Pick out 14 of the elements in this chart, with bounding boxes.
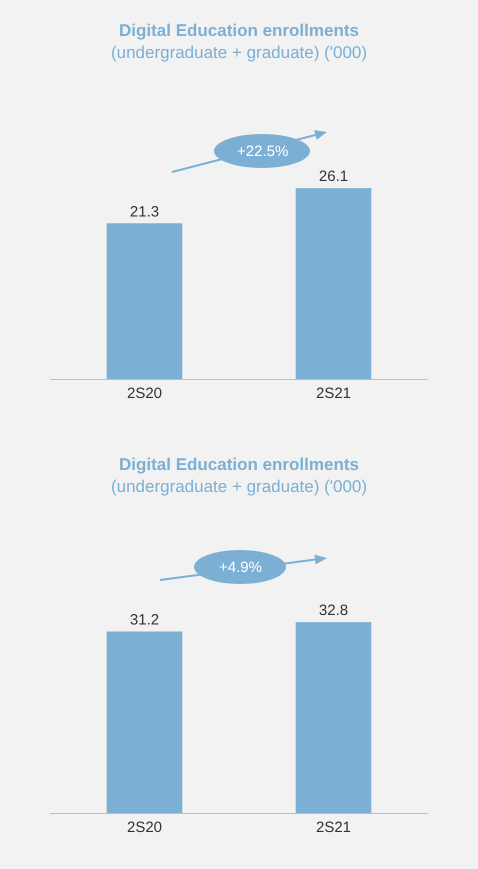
text: +22.5% (237, 143, 288, 160)
x-tick-label: 2S20 (126, 819, 162, 836)
chart-subtitle: (undergraduate + graduate) ('000) (110, 477, 368, 496)
x-tick-label: 2S21 (316, 385, 352, 402)
chart-title: Digital Education enrollments (119, 455, 359, 474)
x-tick-label: 2S20 (126, 385, 162, 402)
text: +4.9% (219, 559, 262, 576)
x-tick-label: 2S21 (316, 819, 352, 836)
data-label: 31.2 (130, 611, 160, 628)
data-label: 26.1 (318, 168, 348, 186)
data-label: 21.3 (130, 203, 160, 220)
data-label: 32.8 (318, 602, 348, 620)
chart-subtitle: (undergraduate + graduate) ('000) (110, 43, 368, 62)
chart-title: Digital Education enrollments (119, 21, 359, 40)
